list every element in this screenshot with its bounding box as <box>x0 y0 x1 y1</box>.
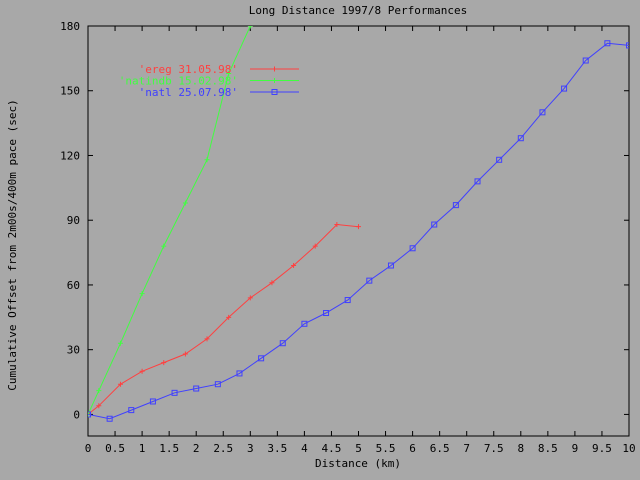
data-point <box>204 157 210 163</box>
data-point <box>139 368 145 374</box>
data-point <box>517 135 524 142</box>
data-point <box>356 224 361 230</box>
data-point <box>204 336 210 342</box>
data-point <box>236 370 243 377</box>
data-point <box>387 262 394 269</box>
x-axis-label: Distance (km) <box>315 457 401 470</box>
x-tick-label: 6.5 <box>430 442 450 455</box>
x-tick-label: 8 <box>517 442 524 455</box>
data-point <box>539 109 546 116</box>
x-tick-label: 5 <box>355 442 362 455</box>
data-point <box>161 243 167 249</box>
series-0 <box>88 222 361 417</box>
y-tick-label: 180 <box>60 20 80 33</box>
data-point <box>301 320 308 327</box>
x-tick-label: 1 <box>139 442 146 455</box>
x-tick-label: 7 <box>463 442 470 455</box>
data-point <box>117 340 123 346</box>
x-tick-label: 9.5 <box>592 442 612 455</box>
data-point <box>323 310 330 316</box>
series-layer <box>88 26 629 422</box>
data-point <box>452 202 459 209</box>
y-axis-label: Cumulative Offset from 2m00s/400m pace (… <box>6 99 19 390</box>
x-tick-label: 8.5 <box>538 442 558 455</box>
data-point <box>291 263 297 269</box>
y-tick-labels: 0 30 60 90 120 150 180 <box>60 20 80 421</box>
x-tick-label: 1.5 <box>159 442 179 455</box>
data-point <box>561 85 568 92</box>
data-point <box>604 40 611 47</box>
data-point <box>366 277 373 284</box>
data-point <box>171 389 178 396</box>
data-point <box>161 360 167 366</box>
y-tick-label: 90 <box>67 214 80 227</box>
legend-label: 'natl 25.07.98' <box>139 86 238 99</box>
data-point <box>106 415 113 422</box>
data-point <box>117 381 123 387</box>
series-line <box>88 223 359 415</box>
y-tick-label: 120 <box>60 149 80 162</box>
y-tick-label: 30 <box>67 344 80 357</box>
data-point <box>312 243 318 249</box>
data-point <box>88 411 91 418</box>
x-tick-label: 2.5 <box>213 442 233 455</box>
x-tick-label: 2 <box>193 442 200 455</box>
series-2 <box>88 40 629 422</box>
data-point <box>431 221 438 228</box>
data-point <box>96 388 102 394</box>
x-tick-label: 4 <box>301 442 308 455</box>
legend-label: 'ereg 31.05.98' <box>139 63 238 76</box>
data-point <box>247 295 253 301</box>
x-tick-label: 6 <box>409 442 416 455</box>
legend: 'ereg 31.05.98''natindb 15.02.98''natl 2… <box>119 63 299 99</box>
data-point <box>269 280 275 286</box>
data-point <box>193 385 200 392</box>
x-tick-label: 3 <box>247 442 254 455</box>
legend-marker <box>271 89 278 95</box>
data-point <box>226 314 232 320</box>
data-point <box>344 297 351 304</box>
data-point <box>214 381 221 388</box>
data-point <box>496 156 503 163</box>
data-point <box>474 178 481 185</box>
data-point <box>182 200 188 206</box>
data-point <box>128 407 135 414</box>
data-point <box>582 57 589 64</box>
legend-label: 'natindb 15.02.98' <box>119 75 238 88</box>
data-point <box>334 222 340 228</box>
data-point <box>226 70 232 76</box>
x-tick-label: 3.5 <box>267 442 287 455</box>
x-tick-label: 5.5 <box>376 442 396 455</box>
x-tick-label: 0 <box>85 442 92 455</box>
legend-marker <box>272 66 277 72</box>
data-point <box>149 398 156 405</box>
x-tick-label: 7.5 <box>484 442 504 455</box>
data-point <box>182 351 188 357</box>
data-point <box>139 291 145 297</box>
x-tick-label: 10 <box>622 442 635 455</box>
y-tick-label: 60 <box>67 279 80 292</box>
x-tick-label: 0.5 <box>105 442 125 455</box>
x-tick-labels: 0 0.5 1 1.5 2 2.5 3 3.5 4 4.5 5 5.5 6 6.5 7 7.5 8 8.5 9 9.5… <box>85 442 636 455</box>
x-tick-label: 4.5 <box>322 442 342 455</box>
data-point <box>279 340 286 347</box>
chart-title: Long Distance 1997/8 Performances <box>249 4 468 17</box>
x-tick-label: 9 <box>572 442 579 455</box>
data-point <box>258 355 265 362</box>
data-point <box>96 403 102 409</box>
y-tick-label: 0 <box>73 408 80 421</box>
series-line <box>88 42 629 420</box>
legend-marker <box>272 78 277 83</box>
data-point <box>626 42 629 49</box>
data-point <box>247 26 253 29</box>
y-tick-label: 150 <box>60 85 80 98</box>
data-point <box>409 245 416 252</box>
